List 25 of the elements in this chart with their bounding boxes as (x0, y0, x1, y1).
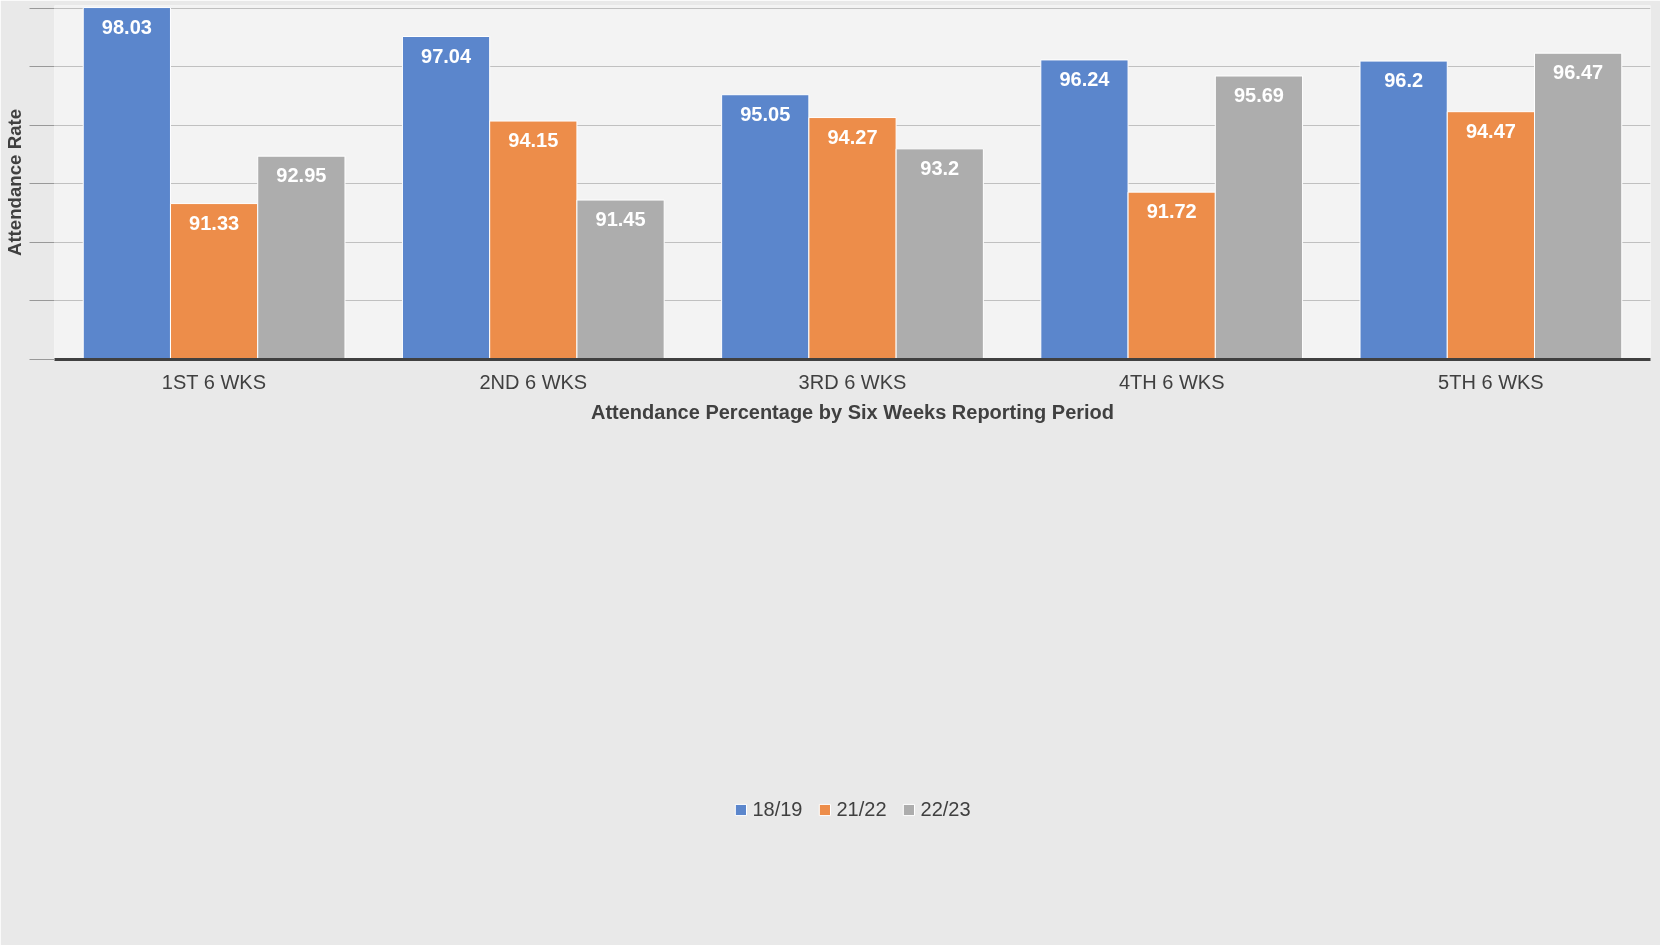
legend-label: 22/23 (920, 797, 971, 821)
data-label: 91.33 (189, 211, 240, 234)
data-label: 94.27 (827, 125, 878, 148)
x-axis-title: Attendance Percentage by Six Weeks Reporting Period (590, 400, 1115, 423)
data-label: 97.04 (421, 44, 472, 67)
data-label: 96.2 (1384, 69, 1424, 92)
legend-label: 21/22 (836, 797, 887, 821)
data-label: 95.05 (740, 102, 791, 125)
data-label: 95.69 (1233, 84, 1284, 107)
data-label: 96.24 (1059, 67, 1111, 90)
data-label: 98.03 (101, 15, 152, 38)
x-tick-label: 1ST 6 WKS (161, 370, 266, 393)
x-tick-label: 4TH 6 WKS (1118, 370, 1225, 393)
data-label: 92.95 (276, 164, 327, 187)
x-tick-label: 5TH 6 WKS (1438, 370, 1544, 393)
legend-label: 18/19 (752, 797, 803, 821)
x-tick-label: 3RD 6 WKS (798, 370, 907, 393)
data-label: 93.2 (920, 156, 960, 179)
y-axis-title: Attendance Rate (3, 108, 25, 257)
data-label: 91.72 (1146, 200, 1197, 223)
data-label: 94.47 (1465, 119, 1516, 142)
data-label: 91.45 (595, 208, 646, 231)
data-label: 96.47 (1553, 61, 1604, 84)
data-label: 94.15 (508, 129, 559, 152)
x-tick-label: 2ND 6 WKS (479, 370, 588, 393)
